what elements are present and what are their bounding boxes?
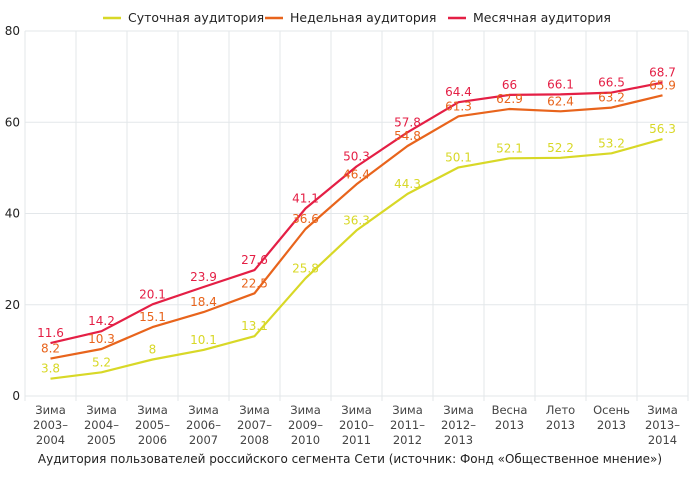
series-line-3 xyxy=(50,81,663,345)
x-tick-label: Зима 2011– 2012 xyxy=(390,403,425,447)
x-tick-label: Осень 2013 xyxy=(593,403,630,432)
data-label: 62.9 xyxy=(496,92,523,106)
x-tick-label: Зима 2012– 2013 xyxy=(441,403,476,447)
data-label: 63.2 xyxy=(598,91,625,105)
data-label: 62.4 xyxy=(547,94,574,108)
legend-label: Недельная аудитория xyxy=(290,10,436,25)
data-label: 41.1 xyxy=(292,191,319,205)
series-line-1 xyxy=(50,138,663,380)
chart-caption: Аудитория пользователей российского сегм… xyxy=(37,452,663,466)
x-tick-label: Зима 2007– 2008 xyxy=(237,403,272,447)
data-label: 14.2 xyxy=(88,314,115,328)
data-label: 56.3 xyxy=(649,122,676,136)
data-label: 5.2 xyxy=(92,355,111,369)
data-label: 54.8 xyxy=(394,129,421,143)
data-label: 68.7 xyxy=(649,66,676,80)
x-tick-label: Зима 2009– 2010 xyxy=(288,403,323,447)
y-tick-label: 20 xyxy=(5,298,20,312)
legend-label: Месячная аудитория xyxy=(473,10,611,25)
y-tick-label: 80 xyxy=(5,24,20,38)
data-label: 53.2 xyxy=(598,136,625,150)
x-tick-label: Зима 2005– 2006 xyxy=(135,403,170,447)
x-tick-label: Зима 2010– 2011 xyxy=(339,403,374,447)
data-label: 10.1 xyxy=(190,333,217,347)
data-label: 25.8 xyxy=(292,261,319,275)
data-label: 64.4 xyxy=(445,85,472,99)
data-label: 20.1 xyxy=(139,287,166,301)
series-line-2 xyxy=(50,94,663,360)
data-label: 66.5 xyxy=(598,76,625,90)
data-label: 8 xyxy=(149,343,157,357)
data-label: 22.5 xyxy=(241,276,268,290)
data-label: 61.3 xyxy=(445,99,472,113)
data-label: 10.3 xyxy=(88,332,115,346)
data-label: 66 xyxy=(502,78,517,92)
data-label: 44.3 xyxy=(394,177,421,191)
data-label: 27.6 xyxy=(241,253,268,267)
data-label: 15.1 xyxy=(139,310,166,324)
data-label: 50.1 xyxy=(445,150,472,164)
data-label: 3.8 xyxy=(41,362,60,376)
data-label: 52.1 xyxy=(496,141,523,155)
line-chart: 0 20 40 60 80 Зима 2003– 2004 Зима 2004– 2005 Зима 2… xyxy=(5,10,689,447)
x-tick-label: Лето 2013 xyxy=(546,403,575,432)
data-label: 8.2 xyxy=(41,342,60,356)
data-label: 11.6 xyxy=(37,326,64,340)
x-tick-label: Весна 2013 xyxy=(492,403,528,432)
data-label: 36.3 xyxy=(343,213,370,227)
data-label: 66.1 xyxy=(547,77,574,91)
y-tick-label: 0 xyxy=(12,389,20,403)
data-label: 13.1 xyxy=(241,319,268,333)
data-label: 57.8 xyxy=(394,115,421,129)
data-label: 50.3 xyxy=(343,150,370,164)
data-label: 52.2 xyxy=(547,141,574,155)
x-tick-label: Зима 2004– 2005 xyxy=(84,403,119,447)
x-tick-label: Зима 2013– 2014 xyxy=(645,403,680,447)
data-label: 23.9 xyxy=(190,270,217,284)
data-label: 46.4 xyxy=(343,167,370,181)
y-tick-label: 40 xyxy=(5,207,20,221)
y-tick-label: 60 xyxy=(5,115,20,129)
x-tick-label: Зима 2006– 2007 xyxy=(186,403,221,447)
data-label: 65.9 xyxy=(649,78,676,92)
legend-label: Суточная аудитория xyxy=(128,10,264,25)
data-label: 36.6 xyxy=(292,212,319,226)
x-tick-label: Зима 2003– 2004 xyxy=(33,403,68,447)
data-label: 18.4 xyxy=(190,295,217,309)
